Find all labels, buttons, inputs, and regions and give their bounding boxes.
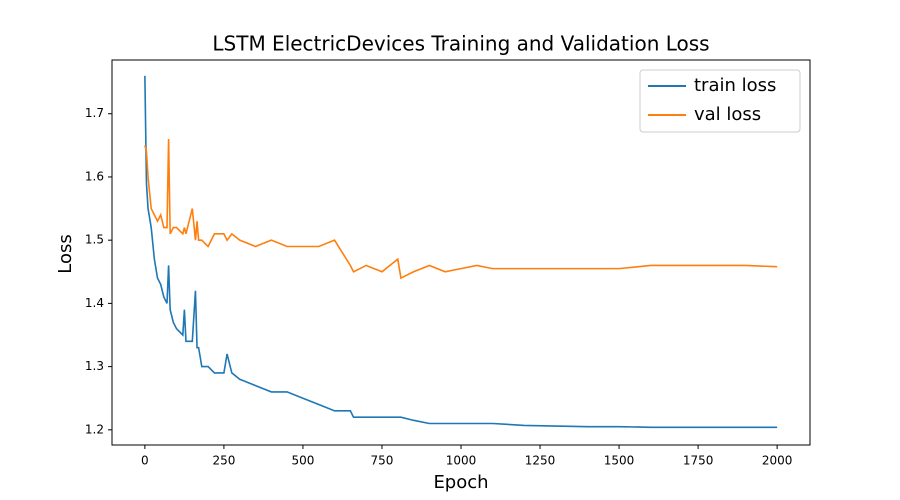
x-tick-label: 1000 bbox=[446, 454, 477, 468]
x-tick-label: 1250 bbox=[525, 454, 556, 468]
x-tick-label: 1750 bbox=[683, 454, 714, 468]
legend-label: train loss bbox=[694, 75, 776, 96]
y-tick-label: 1.5 bbox=[85, 233, 104, 247]
plot-frame bbox=[111, 59, 811, 446]
y-axis-label: Loss bbox=[55, 234, 76, 273]
y-tick-label: 1.6 bbox=[85, 169, 104, 183]
y-tick-label: 1.3 bbox=[85, 359, 104, 373]
x-tick-label: 500 bbox=[291, 454, 314, 468]
x-tick-label: 0 bbox=[141, 454, 149, 468]
line-series bbox=[144, 75, 778, 429]
line-series bbox=[144, 139, 778, 280]
chart-title: LSTM ElectricDevices Training and Valida… bbox=[212, 32, 709, 56]
y-tick-label: 1.2 bbox=[85, 422, 104, 436]
y-tick-label: 1.7 bbox=[85, 106, 104, 120]
x-tick-label: 2000 bbox=[762, 454, 793, 468]
legend-label: val loss bbox=[694, 104, 761, 125]
x-tick-label: 250 bbox=[212, 454, 235, 468]
x-tick-label: 1500 bbox=[604, 454, 635, 468]
x-axis-label: Epoch bbox=[433, 472, 488, 493]
y-tick-label: 1.4 bbox=[85, 296, 104, 310]
x-tick-label: 750 bbox=[371, 454, 394, 468]
